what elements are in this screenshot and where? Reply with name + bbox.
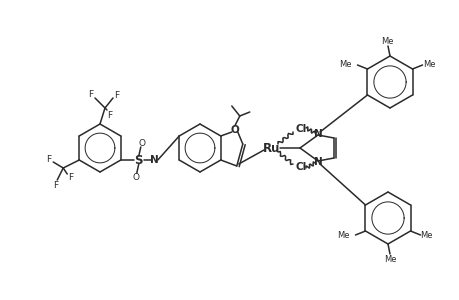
Text: O: O [132,172,139,182]
Text: F: F [45,154,50,164]
Text: Me: Me [383,256,395,265]
Text: Me: Me [422,59,435,68]
Text: N: N [313,129,322,139]
Text: S: S [134,154,143,166]
Text: Me: Me [380,37,392,46]
Text: N: N [313,157,322,167]
Text: Me: Me [336,232,349,241]
Text: F: F [88,89,93,98]
Text: Me: Me [420,232,432,241]
Text: Cl: Cl [295,124,307,134]
Text: O: O [230,125,239,135]
Text: F: F [52,181,58,190]
Text: Ru: Ru [263,142,280,154]
Text: Cl: Cl [295,162,307,172]
Text: O: O [138,139,145,148]
Text: F: F [67,173,73,182]
Text: F: F [114,91,119,100]
Text: F: F [107,110,112,119]
Text: N: N [150,155,159,165]
Text: Me: Me [338,59,351,68]
